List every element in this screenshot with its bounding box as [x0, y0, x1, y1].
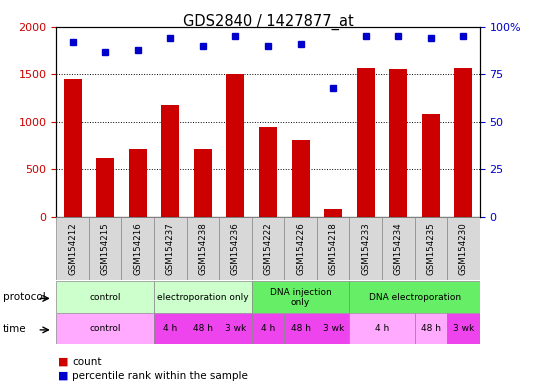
Bar	[447, 313, 480, 344]
Text: 4 h: 4 h	[375, 324, 389, 333]
Bar	[349, 281, 480, 313]
Bar	[447, 217, 480, 280]
Bar	[219, 217, 252, 280]
Bar	[414, 313, 447, 344]
Bar	[389, 69, 407, 217]
Bar	[349, 217, 382, 280]
Bar	[161, 105, 179, 217]
Text: GSM154230: GSM154230	[459, 222, 468, 275]
Text: GSM154234: GSM154234	[394, 222, 403, 275]
Text: 4 h: 4 h	[261, 324, 275, 333]
Text: GSM154235: GSM154235	[426, 222, 435, 275]
Bar	[89, 217, 122, 280]
Text: percentile rank within the sample: percentile rank within the sample	[72, 371, 248, 381]
Bar	[56, 313, 154, 344]
Text: 4 h: 4 h	[163, 324, 177, 333]
Bar	[56, 281, 154, 313]
Bar	[194, 149, 212, 217]
Text: GSM154233: GSM154233	[361, 222, 370, 275]
Text: control: control	[90, 324, 121, 333]
Text: GSM154216: GSM154216	[133, 222, 142, 275]
Bar	[252, 313, 284, 344]
Bar	[414, 217, 447, 280]
Bar	[56, 217, 89, 280]
Text: electroporation only: electroporation only	[157, 293, 249, 302]
Bar	[227, 74, 244, 217]
Bar	[455, 68, 472, 217]
Bar	[382, 217, 414, 280]
Bar	[324, 209, 342, 217]
Bar	[122, 217, 154, 280]
Text: 3 wk: 3 wk	[225, 324, 246, 333]
Bar	[64, 79, 81, 217]
Text: GSM154237: GSM154237	[166, 222, 175, 275]
Bar	[284, 217, 317, 280]
Text: GSM154236: GSM154236	[231, 222, 240, 275]
Bar	[129, 149, 147, 217]
Bar	[252, 217, 284, 280]
Bar	[187, 313, 219, 344]
Text: DNA injection
only: DNA injection only	[270, 288, 331, 307]
Bar	[292, 140, 309, 217]
Bar	[219, 313, 252, 344]
Text: DNA electroporation: DNA electroporation	[369, 293, 460, 302]
Text: 48 h: 48 h	[421, 324, 441, 333]
Text: GSM154226: GSM154226	[296, 222, 305, 275]
Text: GDS2840 / 1427877_at: GDS2840 / 1427877_at	[183, 13, 353, 30]
Text: time: time	[3, 324, 26, 334]
Text: ■: ■	[58, 371, 69, 381]
Text: GSM154222: GSM154222	[264, 222, 272, 275]
Text: ■: ■	[58, 357, 69, 367]
Bar	[154, 313, 187, 344]
Text: 3 wk: 3 wk	[453, 324, 474, 333]
Bar	[357, 68, 375, 217]
Bar	[317, 217, 349, 280]
Text: GSM154218: GSM154218	[329, 222, 338, 275]
Bar	[284, 313, 317, 344]
Bar	[252, 281, 349, 313]
Bar	[349, 313, 414, 344]
Text: GSM154215: GSM154215	[101, 222, 110, 275]
Text: 3 wk: 3 wk	[323, 324, 344, 333]
Text: GSM154238: GSM154238	[198, 222, 207, 275]
Bar	[154, 281, 252, 313]
Text: count: count	[72, 357, 102, 367]
Text: GSM154212: GSM154212	[68, 222, 77, 275]
Bar	[96, 158, 114, 217]
Bar	[154, 217, 187, 280]
Bar	[422, 114, 440, 217]
Text: 48 h: 48 h	[291, 324, 310, 333]
Text: 48 h: 48 h	[193, 324, 213, 333]
Text: control: control	[90, 293, 121, 302]
Bar	[317, 313, 349, 344]
Bar	[259, 127, 277, 217]
Text: protocol: protocol	[3, 292, 46, 302]
Bar	[187, 217, 219, 280]
